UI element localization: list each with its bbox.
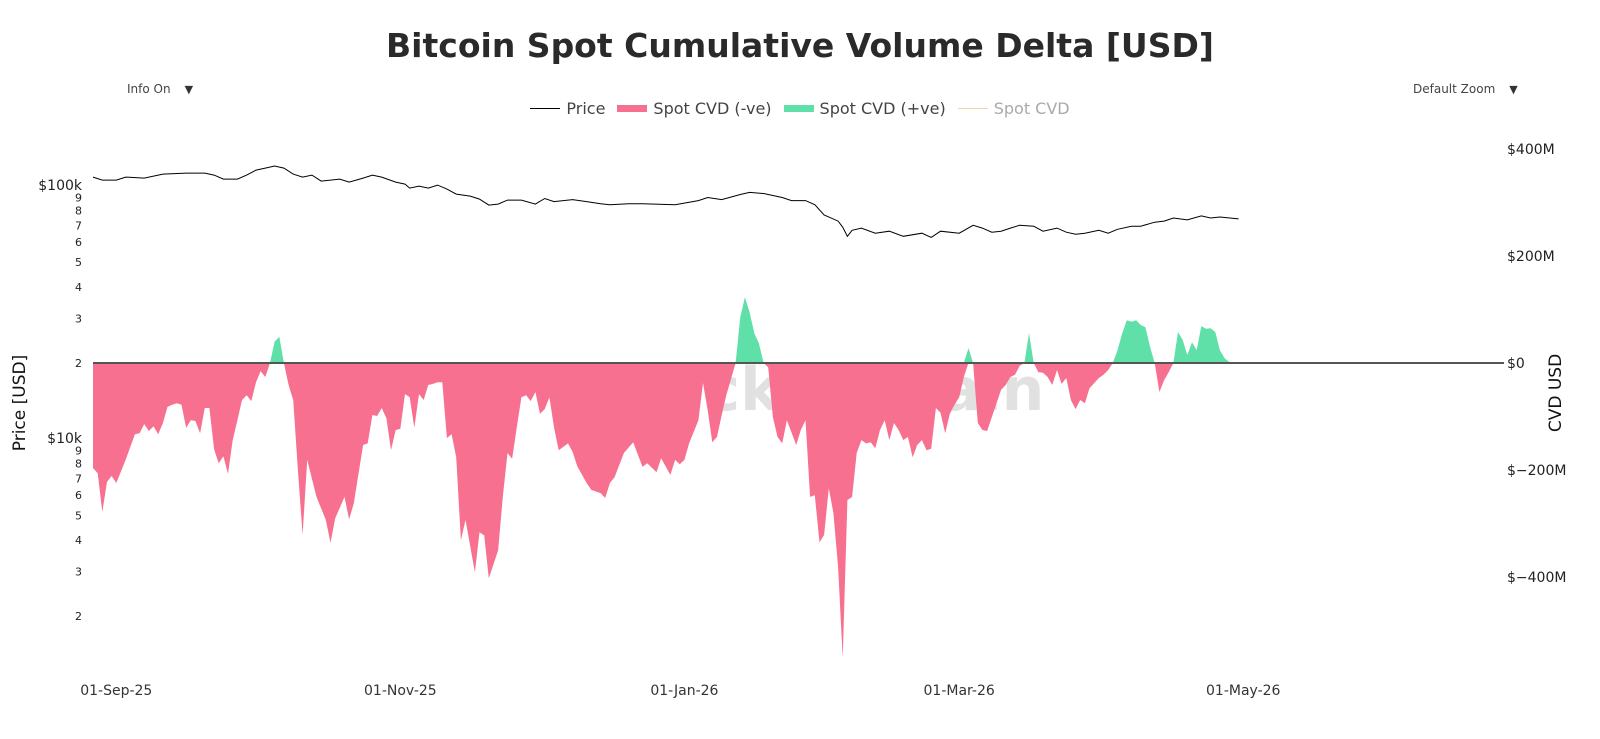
left-axis-tick-label: 6 bbox=[75, 489, 82, 502]
left-axis-title: Price [USD] bbox=[10, 354, 30, 452]
left-axis-tick-label: 7 bbox=[75, 219, 82, 232]
left-axis-tick-label: 9 bbox=[75, 445, 82, 458]
left-axis-tick-label: 3 bbox=[75, 565, 82, 578]
triangle-down-icon: ▼ bbox=[1509, 83, 1518, 96]
x-axis-tick-label: 01-Sep-25 bbox=[80, 683, 152, 699]
left-axis-tick-label: 2 bbox=[75, 357, 82, 370]
right-axis-title: CVD USD bbox=[1546, 353, 1566, 433]
legend: Price Spot CVD (-ve) Spot CVD (+ve) Spot… bbox=[0, 99, 1600, 118]
left-axis-tick-label: $10k bbox=[47, 431, 83, 447]
right-axis-tick-label: $0 bbox=[1507, 356, 1525, 372]
x-axis-tick-label: 01-Nov-25 bbox=[364, 683, 437, 699]
legend-item-cvd-positive[interactable]: Spot CVD (+ve) bbox=[783, 99, 946, 118]
x-axis-tick-label: 01-Jan-26 bbox=[650, 683, 718, 699]
legend-item-price[interactable]: Price bbox=[530, 99, 605, 118]
zoom-dropdown-label: Default Zoom bbox=[1413, 82, 1496, 96]
x-axis-tick-label: 01-Mar-26 bbox=[924, 683, 995, 699]
left-axis-tick-label: 3 bbox=[75, 312, 82, 325]
right-axis-tick-label: $−400M bbox=[1507, 570, 1566, 586]
right-axis-tick-label: $200M bbox=[1507, 249, 1555, 265]
legend-label: Spot CVD (-ve) bbox=[653, 99, 772, 118]
chart-title: Bitcoin Spot Cumulative Volume Delta [US… bbox=[386, 26, 1214, 65]
left-axis-tick-label: 8 bbox=[75, 458, 82, 471]
left-axis-tick-label: 6 bbox=[75, 236, 82, 249]
legend-line-symbol bbox=[530, 108, 561, 109]
price-line bbox=[92, 165, 1239, 238]
info-dropdown-label: Info On bbox=[127, 82, 171, 96]
cvd-negative-area bbox=[93, 363, 1239, 658]
left-axis-tick-label: $100k bbox=[38, 178, 83, 194]
legend-item-cvd[interactable]: Spot CVD bbox=[957, 99, 1070, 118]
left-axis-tick-label: 5 bbox=[75, 256, 82, 269]
left-axis-tick-label: 4 bbox=[75, 281, 82, 294]
x-axis-tick-label: 01-May-26 bbox=[1206, 683, 1281, 699]
left-axis-tick-label: 4 bbox=[75, 534, 82, 547]
legend-label: Spot CVD bbox=[993, 99, 1070, 118]
left-axis-tick-label: 2 bbox=[75, 610, 82, 623]
left-axis-tick-label: 9 bbox=[75, 192, 82, 205]
right-axis-tick-label: $400M bbox=[1507, 142, 1555, 158]
left-axis-tick-label: 5 bbox=[75, 509, 82, 522]
legend-item-cvd-negative[interactable]: Spot CVD (-ve) bbox=[617, 99, 772, 118]
legend-box-symbol bbox=[783, 105, 814, 112]
left-axis-tick-label: 7 bbox=[75, 472, 82, 485]
right-axis-tick-label: $−200M bbox=[1507, 463, 1566, 479]
legend-box-symbol bbox=[617, 105, 648, 112]
legend-label: Price bbox=[566, 99, 606, 118]
zoom-dropdown[interactable]: Default Zoom ▼ bbox=[1413, 82, 1518, 96]
triangle-down-icon: ▼ bbox=[184, 83, 194, 96]
legend-line-symbol bbox=[957, 108, 988, 109]
cvd-positive-area bbox=[93, 297, 1239, 363]
legend-label: Spot CVD (+ve) bbox=[819, 99, 946, 118]
info-dropdown[interactable]: Info On ▼ bbox=[127, 82, 193, 96]
left-axis-tick-label: 8 bbox=[75, 205, 82, 218]
